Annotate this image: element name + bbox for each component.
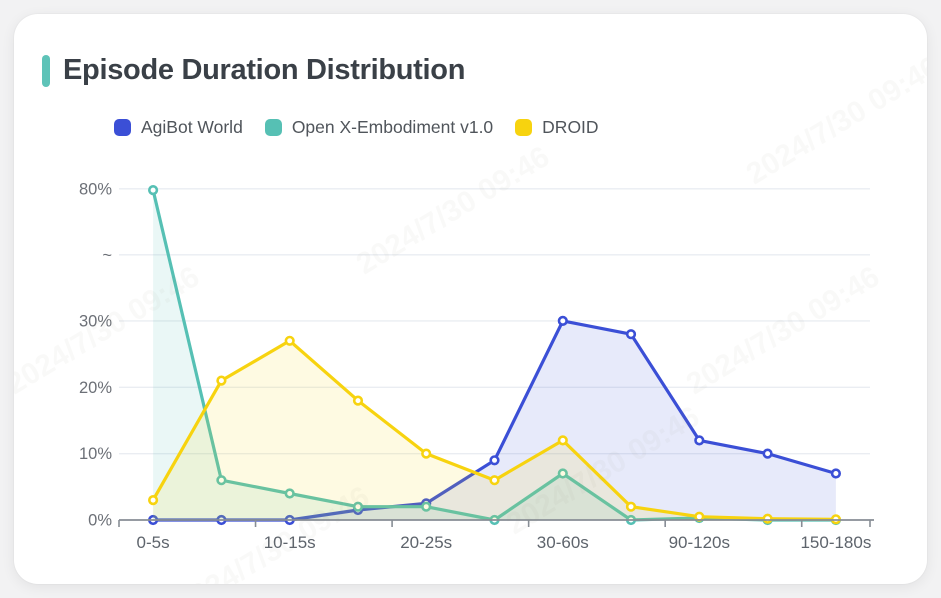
legend-item-droid[interactable]: DROID (515, 117, 599, 138)
y-tick-label: 20% (79, 379, 112, 397)
data-point-marker[interactable] (762, 448, 773, 459)
data-point-marker[interactable] (284, 488, 295, 499)
series-area-droid (153, 340, 836, 520)
x-tick-label: 10-15s (264, 533, 316, 552)
data-point-marker[interactable] (216, 475, 227, 486)
page-title: Episode Duration Distribution (63, 54, 466, 86)
x-tick-label: 30-60s (537, 533, 589, 552)
data-point-marker[interactable] (625, 501, 637, 512)
data-point-marker[interactable] (148, 185, 159, 196)
x-tick-label: 150-180s (800, 533, 871, 552)
series-markers-droid (148, 335, 842, 525)
data-point-marker[interactable] (352, 395, 364, 406)
data-point-marker[interactable] (557, 435, 568, 446)
data-point-marker[interactable] (489, 455, 500, 466)
grid-lines (119, 188, 870, 455)
chart-canvas: 0% 10% 20% 30% ~80% 0-5s 10-15s 20-25s 30-60s 90-… (79, 180, 874, 552)
x-axis-labels: 0-5s 10-15s 20-25s 30-60s 90-120s 150-180s (137, 533, 872, 552)
series-area-agibot-world (153, 320, 836, 520)
legend-chip-open-x-embodiment (264, 119, 282, 136)
x-tick-label: 20-25s (400, 533, 452, 552)
legend-label: Open X-Embodiment v1.0 (291, 117, 494, 137)
x-axis (118, 519, 874, 527)
y-tick-label: 10% (79, 445, 112, 463)
data-point-marker[interactable] (762, 513, 773, 524)
x-tick-label: 0-5s (137, 533, 170, 552)
legend-item-agibot-world[interactable]: AgiBot World (114, 117, 243, 138)
data-point-marker[interactable] (216, 375, 227, 386)
data-point-marker[interactable] (625, 329, 637, 340)
y-axis-break-label: ~ (102, 246, 112, 264)
legend-label: DROID (542, 117, 599, 137)
title-row: Episode Duration Distribution (42, 54, 465, 87)
data-point-marker[interactable] (284, 335, 295, 346)
data-point-marker[interactable] (352, 501, 364, 512)
legend-chip-agibot-world (114, 119, 131, 136)
y-tick-label: 80% (79, 180, 112, 198)
data-point-marker[interactable] (830, 468, 842, 479)
x-tick-label: 90-120s (669, 533, 730, 552)
y-axis-labels: 0% 10% 20% 30% ~80% (79, 180, 112, 529)
data-point-marker[interactable] (489, 475, 500, 486)
data-point-marker[interactable] (557, 468, 568, 479)
data-point-marker[interactable] (421, 501, 432, 512)
data-point-marker[interactable] (557, 315, 568, 327)
y-tick-label: 30% (79, 312, 112, 330)
series-area-open-x-embodiment-v1-0 (153, 190, 836, 520)
data-point-marker[interactable] (421, 448, 432, 459)
chart-card: Episode Duration Distribution AgiBot Wor… (14, 14, 927, 584)
y-tick-label: 0% (88, 512, 112, 530)
legend-label: AgiBot World (141, 117, 243, 137)
data-point-marker[interactable] (694, 435, 705, 446)
chart-legend: AgiBot World Open X-Embodiment v1.0 DROI… (114, 117, 599, 138)
title-accent-bar (42, 54, 50, 87)
legend-item-open-x-embodiment[interactable]: Open X-Embodiment v1.0 (264, 117, 494, 138)
data-point-marker[interactable] (148, 495, 159, 506)
legend-chip-droid (515, 119, 533, 136)
